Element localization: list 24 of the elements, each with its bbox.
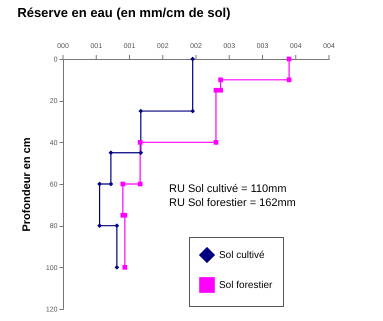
point bbox=[190, 56, 196, 62]
point bbox=[214, 140, 218, 145]
point bbox=[138, 150, 144, 156]
point bbox=[97, 223, 102, 228]
annotation: RU Sol forestier = 162mm bbox=[169, 197, 296, 209]
point bbox=[214, 88, 218, 93]
point bbox=[122, 264, 128, 270]
point bbox=[218, 77, 223, 82]
legend-label: Sol forestier bbox=[219, 280, 274, 291]
point bbox=[138, 108, 144, 114]
point bbox=[120, 182, 126, 186]
point bbox=[108, 150, 114, 156]
point bbox=[108, 182, 114, 186]
annotation: RU Sol cultivé = 110mm bbox=[169, 183, 286, 195]
point bbox=[138, 182, 142, 186]
point bbox=[138, 140, 142, 145]
y-axis-title: Profondeur en cm bbox=[20, 137, 33, 232]
point bbox=[286, 77, 292, 82]
chart-title: Réserve en eau (en mm/cm de sol) bbox=[17, 5, 230, 20]
point bbox=[218, 88, 223, 93]
point bbox=[190, 108, 196, 114]
legend-label: Sol cultivé bbox=[219, 250, 266, 261]
point bbox=[97, 182, 102, 186]
point bbox=[286, 56, 292, 62]
